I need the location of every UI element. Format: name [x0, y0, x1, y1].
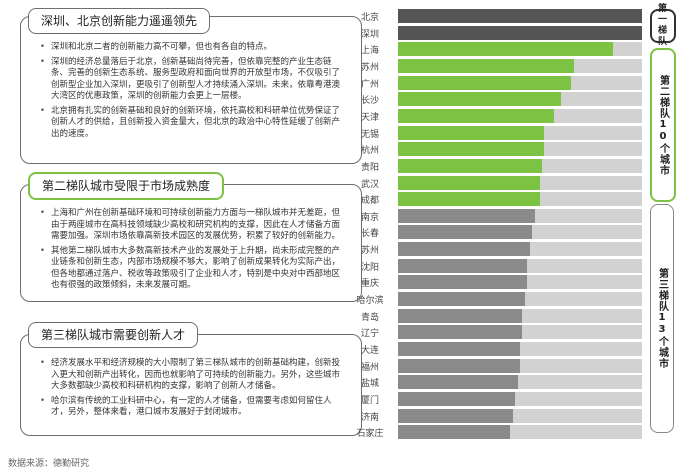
y-tick-label: 南京	[360, 212, 379, 223]
y-tick-label: 辽宁	[360, 329, 379, 340]
y-tick-label: 北京	[360, 13, 379, 23]
bar-track	[398, 342, 642, 356]
source-note: 数据来源：德勤研究	[8, 459, 90, 469]
panel-1-bullet-3: 北京拥有扎实的创新基础和良好的创新环境，依托高校和科研单位优势保证了创新人才的供…	[40, 106, 340, 141]
panel-2-bullets: 上海和广州在创新基础环境和可持续创新能力方面与一梯队城市并无差距，但由于两座城市…	[40, 208, 340, 295]
bar	[398, 242, 530, 257]
bar-track	[398, 225, 642, 240]
y-tick-label: 贵阳	[360, 162, 379, 173]
panel-3-bullet-1: 经济发展水平和经济规模的大小限制了第三梯队城市的创新基础构建，创新投入更大和创新…	[40, 358, 340, 393]
bar	[398, 58, 574, 73]
y-tick-label: 苏州	[360, 246, 379, 257]
bar-track	[398, 75, 642, 90]
y-tick-label: 成都	[360, 196, 379, 207]
bar-track	[398, 358, 642, 373]
bar-track	[398, 242, 642, 257]
bar-track	[398, 408, 642, 423]
bar-track	[398, 308, 642, 323]
bar-track	[398, 25, 642, 40]
panel-2-bullet-2: 其他第二梯队城市大多数高新技术产业的发展处于上升期，尚未形成完整的产业链条和创新…	[40, 246, 340, 292]
y-tick-label: 天津	[360, 112, 379, 123]
bar-track	[398, 208, 642, 223]
bar-track	[398, 142, 642, 157]
tier-1-text: 第一梯队	[657, 4, 668, 47]
bar-track	[398, 375, 642, 390]
bar-track	[398, 175, 642, 190]
bar	[398, 358, 520, 373]
bar-track	[398, 125, 642, 140]
y-tick-label: 厦门	[360, 395, 379, 406]
y-tick-label: 广州	[360, 79, 379, 90]
bar-track	[398, 391, 642, 406]
bar-track	[398, 58, 642, 73]
bar-track	[398, 425, 642, 440]
bar	[398, 258, 528, 273]
panel-1-bullet-1: 深圳和北京二者的创新能力高不可攀，但也有各自的特点。	[40, 42, 340, 54]
panel-2-bullet-1: 上海和广州在创新基础环境和可持续创新能力方面与一梯队城市并无差距，但由于两座城市…	[40, 208, 340, 243]
bar	[398, 175, 540, 190]
y-tick-label: 苏州	[360, 62, 379, 73]
bar	[398, 408, 513, 423]
y-tick-label: 长沙	[360, 96, 379, 107]
y-tick-label: 济南	[360, 412, 379, 423]
y-tick-label: 哈尔滨	[356, 296, 384, 307]
bar-track	[398, 275, 642, 290]
bar-track	[398, 42, 642, 57]
panel-2-title: 第二梯队城市受限于市场成熟度	[28, 172, 225, 200]
panel-3-title: 第三梯队城市需要创新人才	[28, 322, 199, 348]
y-tick-label: 沈阳	[360, 262, 379, 273]
bar	[398, 158, 542, 173]
bar	[398, 342, 520, 356]
bar-track	[398, 192, 642, 207]
bar	[398, 25, 642, 40]
panel-1-bullet-2: 深圳的经济总量落后于北京，创新基础尚待完善，但依靠完整的产业生态链条、完善的创新…	[40, 57, 340, 103]
bar-track	[398, 258, 642, 273]
bar	[398, 125, 545, 140]
bar-track	[398, 292, 642, 307]
panel-1-bullets: 深圳和北京二者的创新能力高不可攀，但也有各自的特点。 深圳的经济总量落后于北京，…	[40, 42, 340, 143]
y-tick-label: 武汉	[360, 179, 379, 190]
tier-1-label: 第一梯队	[650, 4, 676, 47]
tier-2-text: 第二梯队10个城市	[657, 74, 669, 176]
bar	[398, 208, 535, 223]
bar	[398, 325, 523, 340]
bar	[398, 292, 525, 307]
y-tick-label: 青岛	[360, 312, 379, 323]
panel-1-title: 深圳、北京创新能力遥遥领先	[28, 8, 211, 34]
y-tick-label: 福州	[360, 362, 379, 373]
y-tick-label: 长春	[360, 229, 379, 240]
bar-track	[398, 325, 642, 340]
y-tick-label: 重庆	[360, 279, 379, 290]
bar	[398, 308, 523, 323]
bar	[398, 42, 613, 57]
bar	[398, 142, 545, 157]
tier-3-text: 第三梯队13个城市	[656, 268, 668, 369]
y-tick-label: 盐城	[360, 379, 379, 390]
bar	[398, 425, 511, 440]
y-tick-label: 大连	[360, 346, 379, 356]
bar	[398, 75, 572, 90]
bar-track	[398, 9, 642, 23]
bar	[398, 275, 528, 290]
tier-3-label: 第三梯队13个城市	[650, 204, 674, 433]
panel-3-bullet-2: 哈尔滨有传统的工业科研中心，有一定的人才储备，但需要考虑如何留住人才，另外，整体…	[40, 396, 340, 419]
y-tick-label: 石家庄	[356, 429, 384, 440]
bar	[398, 391, 516, 406]
bar-track	[398, 158, 642, 173]
tier-2-label: 第二梯队10个城市	[650, 48, 676, 202]
y-tick-label: 深圳	[360, 29, 379, 40]
bar	[398, 92, 562, 107]
y-tick-label: 杭州	[360, 146, 379, 157]
bar	[398, 375, 518, 390]
y-tick-label: 上海	[360, 46, 379, 57]
bar	[398, 225, 533, 240]
panel-3-bullets: 经济发展水平和经济规模的大小限制了第三梯队城市的创新基础构建，创新投入更大和创新…	[40, 358, 340, 422]
bar-track	[398, 92, 642, 107]
y-tick-label: 无锡	[360, 129, 379, 140]
bar	[398, 108, 555, 123]
bar	[398, 192, 540, 207]
bar-track	[398, 108, 642, 123]
bar	[398, 9, 642, 23]
